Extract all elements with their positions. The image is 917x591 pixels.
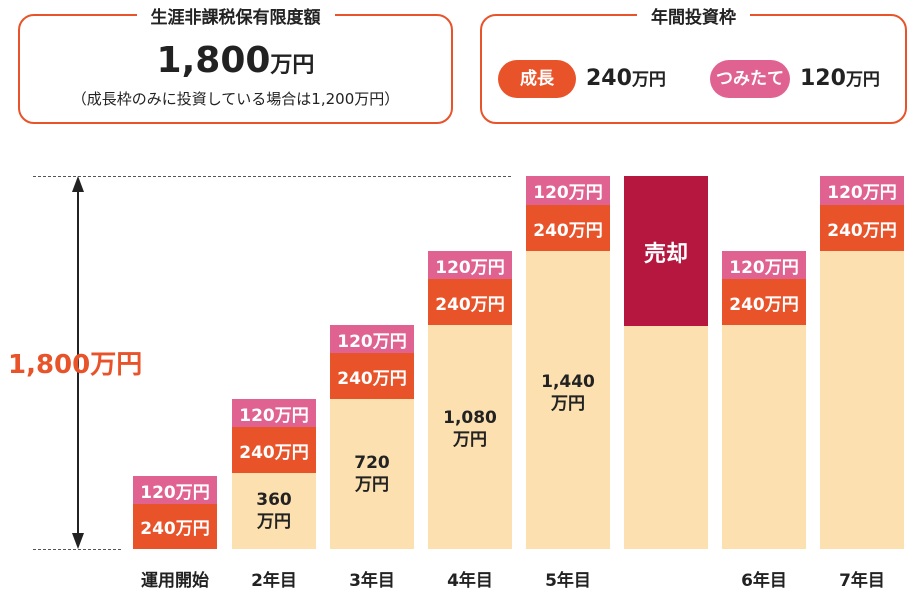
growth-segment: 240万円 (428, 279, 512, 325)
tsumitate-number: 120 (800, 66, 846, 91)
top-dashed-line (33, 176, 511, 177)
x-label-year-7: 7年目 (839, 571, 885, 591)
x-label-year-6: 6年目 (741, 571, 787, 591)
column-start: 120万円 240万円 (133, 476, 217, 549)
holding-unit: 万円 (355, 475, 389, 495)
lifetime-limit-number: 1,800 (156, 40, 271, 81)
tsumitate-unit: 万円 (845, 70, 880, 90)
tsumitate-segment: 120万円 (820, 176, 904, 205)
column-sold: 売却 (624, 176, 708, 549)
holding-segment: 1,440 万円 (526, 251, 610, 549)
tsumitate-pill: つみたて (710, 60, 790, 98)
column-year-3: 120万円 240万円 720 万円 (330, 325, 414, 549)
holding-unit: 万円 (551, 394, 585, 414)
holding-segment (624, 326, 708, 549)
holding-amount: 1,080 (443, 408, 497, 428)
growth-segment: 240万円 (232, 427, 316, 473)
holding-segment (820, 251, 904, 549)
growth-number: 240 (586, 66, 632, 91)
total-limit-label: 1,800万円 (8, 350, 143, 380)
tsumitate-segment: 120万円 (428, 251, 512, 279)
holding-segment: 360 万円 (232, 473, 316, 549)
growth-segment: 240万円 (133, 504, 217, 549)
lifetime-limit-title: 生涯非課税保有限度額 (136, 8, 335, 28)
tsumitate-segment: 120万円 (330, 325, 414, 353)
column-year-5: 120万円 240万円 1,440 万円 (526, 176, 610, 549)
growth-unit: 万円 (631, 70, 666, 90)
sold-label: 売却 (643, 242, 688, 267)
holding-segment: 720 万円 (330, 399, 414, 549)
holding-amount: 720 (354, 453, 390, 473)
tsumitate-value: 120万円 (800, 60, 880, 99)
growth-segment: 240万円 (820, 205, 904, 251)
tsumitate-segment: 120万円 (133, 476, 217, 504)
x-label-year-2: 2年目 (251, 571, 297, 591)
lifetime-limit-value: 1,800万円 (20, 40, 451, 81)
annual-frame-box: 年間投資枠 成長 240万円 つみたて 120万円 (480, 8, 907, 124)
holding-amount: 360 (256, 490, 292, 510)
lifetime-limit-box: 生涯非課税保有限度額 1,800万円 （成長枠のみに投資している場合は1,200… (18, 8, 453, 124)
annual-frame-title: 年間投資枠 (637, 8, 750, 28)
lifetime-limit-note: （成長枠のみに投資している場合は1,200万円） (71, 90, 400, 108)
x-label-year-5: 5年目 (545, 571, 591, 591)
sold-segment: 売却 (624, 176, 708, 326)
holding-amount: 1,440 (541, 372, 595, 392)
column-year-7: 120万円 240万円 (820, 176, 904, 549)
holding-segment (722, 325, 806, 549)
holding-unit: 万円 (257, 512, 291, 532)
growth-segment: 240万円 (526, 205, 610, 251)
holding-unit: 万円 (453, 430, 487, 450)
holding-segment: 1,080 万円 (428, 325, 512, 549)
growth-value: 240万円 (586, 60, 666, 99)
lifetime-limit-unit: 万円 (270, 53, 315, 78)
column-year-4: 120万円 240万円 1,080 万円 (428, 251, 512, 549)
column-year-2: 120万円 240万円 360 万円 (232, 399, 316, 549)
column-year-6: 120万円 240万円 (722, 251, 806, 549)
growth-segment: 240万円 (330, 353, 414, 399)
bottom-dashed-line (33, 549, 121, 550)
growth-pill: 成長 (498, 60, 576, 98)
tsumitate-segment: 120万円 (232, 399, 316, 427)
tsumitate-segment: 120万円 (526, 176, 610, 205)
x-label-year-3: 3年目 (349, 571, 395, 591)
x-label-start: 運用開始 (141, 571, 209, 591)
x-label-year-4: 4年目 (447, 571, 493, 591)
tsumitate-segment: 120万円 (722, 251, 806, 279)
growth-segment: 240万円 (722, 279, 806, 325)
